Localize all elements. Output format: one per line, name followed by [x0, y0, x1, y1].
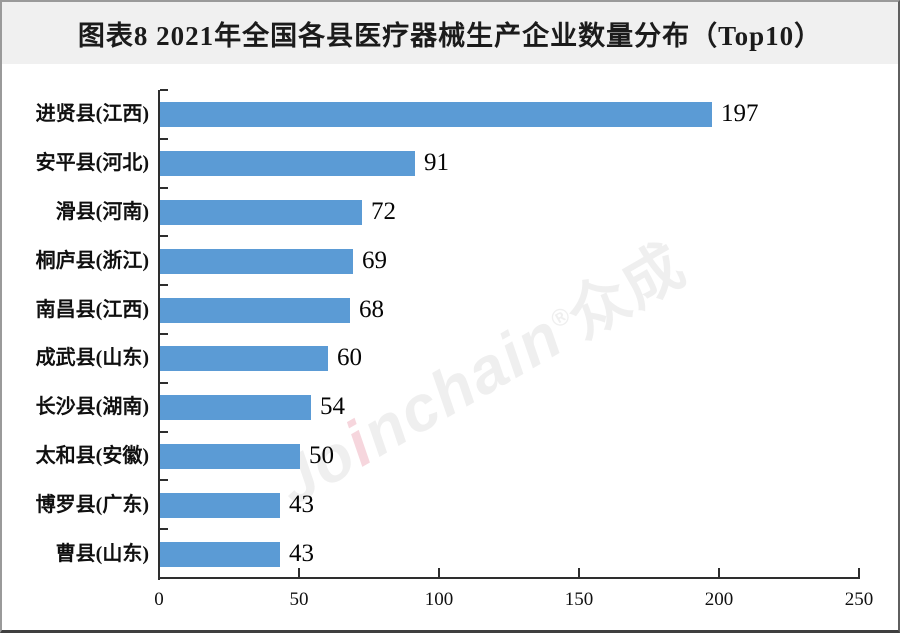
y-axis-tick [160, 528, 168, 531]
x-axis-tick-label: 150 [564, 589, 594, 610]
value-label: 72 [371, 198, 396, 225]
bar [160, 200, 362, 225]
value-label: 50 [309, 442, 334, 469]
value-label: 197 [721, 100, 759, 128]
x-axis-tick-label: 0 [154, 589, 164, 610]
x-axis-tick [718, 568, 720, 577]
watermark-text-cn: 众成 [555, 230, 697, 351]
bar [160, 297, 350, 323]
category-label: 进贤县(江西) [35, 103, 149, 126]
x-axis-tick-label: 100 [424, 589, 454, 610]
value-label: 54 [320, 393, 345, 421]
y-axis-tick [160, 430, 168, 433]
value-label: 91 [424, 149, 449, 177]
category-label: 长沙县(湖南) [35, 396, 149, 419]
bar [160, 541, 280, 567]
bar [160, 102, 712, 128]
x-axis-tick [438, 568, 440, 577]
bar [160, 346, 328, 372]
category-label: 太和县(安徽) [35, 445, 149, 467]
bar [160, 395, 311, 421]
value-label: 43 [289, 490, 314, 518]
y-axis-tick [160, 479, 168, 482]
category-label: 成武县(山东) [35, 347, 149, 370]
chart-title: 图表8 2021年全国各县医疗器械生产企业数量分布（Top10） [77, 20, 823, 51]
y-axis-tick [160, 235, 168, 238]
x-axis-tick-label: 50 [289, 589, 309, 610]
value-label: 43 [289, 539, 314, 567]
bar [160, 444, 300, 469]
category-label: 南昌县(江西) [35, 298, 149, 321]
value-label: 69 [362, 246, 387, 274]
category-label: 曹县(山东) [55, 542, 149, 565]
y-axis-line [158, 90, 160, 580]
y-axis-tick [160, 186, 168, 189]
chart-header: 图表8 2021年全国各县医疗器械生产企业数量分布（Top10） [2, 2, 898, 64]
x-axis-tick-label: 200 [704, 589, 734, 610]
category-label: 博罗县(广东) [35, 493, 149, 516]
value-label: 68 [359, 295, 384, 323]
x-axis-tick [578, 568, 580, 577]
bar [160, 151, 415, 177]
y-axis-tick [160, 333, 168, 335]
category-label: 安平县(河北) [35, 152, 149, 175]
bar [160, 492, 280, 518]
y-axis-tick [160, 577, 168, 579]
y-axis-tick [160, 137, 168, 140]
y-axis-tick [160, 381, 168, 384]
bar [160, 248, 353, 274]
category-label: 滑县(河南) [55, 201, 149, 223]
category-label: 桐庐县(浙江) [35, 249, 149, 272]
y-axis-tick [160, 89, 168, 91]
x-axis-tick [858, 568, 860, 577]
x-axis-tick-label: 250 [844, 589, 874, 610]
y-axis-tick [160, 284, 168, 287]
value-label: 60 [337, 344, 362, 372]
x-axis-line [158, 577, 860, 579]
x-axis-tick [298, 568, 300, 577]
